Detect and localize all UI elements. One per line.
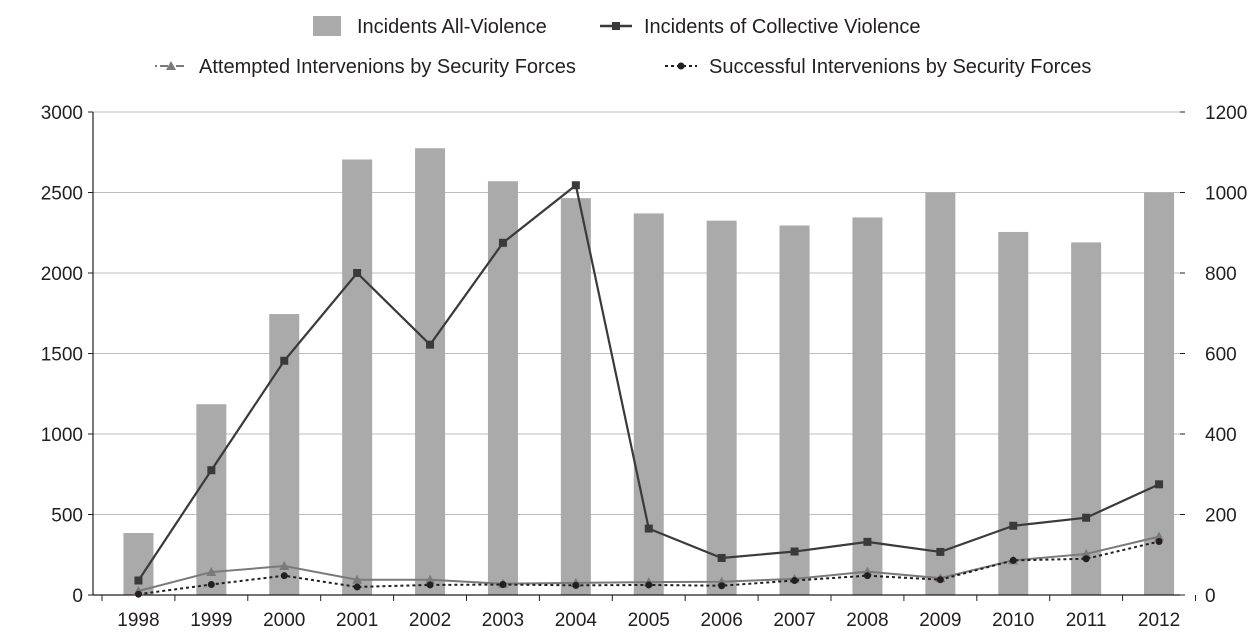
legend-label: Attempted Intervenions by Security Force… — [199, 56, 576, 78]
line-marker — [1009, 521, 1018, 530]
line-marker — [791, 577, 799, 585]
line-marker — [353, 583, 361, 591]
legend-item: Successful Intervenions by Security Forc… — [665, 56, 1091, 78]
line-marker — [863, 537, 872, 546]
bar — [196, 404, 227, 595]
left-tick-label: 1500 — [41, 345, 83, 366]
legend-marker — [677, 62, 685, 70]
line-marker — [1081, 548, 1092, 558]
bar — [852, 217, 883, 595]
line-marker — [717, 553, 726, 562]
axes — [88, 111, 1196, 601]
line-marker — [352, 574, 363, 584]
bar — [925, 192, 956, 595]
line-marker — [134, 576, 143, 585]
line-marker — [1155, 480, 1164, 489]
x-tick-label: 2001 — [336, 610, 378, 631]
bar — [487, 181, 518, 596]
x-tick-label: 2012 — [1138, 610, 1180, 631]
line-series — [133, 181, 1165, 598]
bar — [1144, 192, 1175, 595]
bar — [706, 220, 737, 596]
line-marker — [936, 576, 944, 584]
line-marker — [644, 524, 653, 533]
legend-marker — [612, 22, 620, 30]
x-tick-label: 2003 — [482, 610, 524, 631]
line-marker — [207, 581, 215, 589]
x-tick-label: 2011 — [1066, 610, 1107, 631]
right-tick-label: 1000 — [1205, 184, 1247, 205]
x-tick-label: 2009 — [919, 610, 961, 631]
left-tick-label: 500 — [51, 506, 83, 527]
legend-label: Incidents of Collective Violence — [644, 16, 920, 38]
line-marker — [207, 466, 216, 475]
line-marker — [1082, 513, 1091, 522]
bar — [998, 231, 1029, 595]
bar — [342, 159, 373, 595]
line-marker — [718, 582, 726, 590]
x-tick-label: 1999 — [190, 610, 232, 631]
x-tick-label: 2004 — [555, 610, 598, 631]
x-tick-label: 2008 — [846, 610, 888, 631]
line-marker — [1082, 555, 1090, 563]
right-axis-ticks: 0 200 400 600 800 1000 1200 — [1205, 103, 1247, 607]
line-marker — [499, 581, 507, 589]
left-axis-ticks: 0 500 1000 1500 2000 2500 3000 — [41, 103, 83, 607]
left-tick-label: 2000 — [41, 264, 83, 285]
right-tick-label: 600 — [1205, 345, 1237, 366]
line-marker — [790, 547, 799, 556]
line-marker — [1154, 531, 1165, 541]
line-marker — [1009, 556, 1017, 564]
legend-item: Incidents of Collective Violence — [600, 16, 920, 38]
legend-swatch — [313, 16, 341, 36]
x-tick-label: 2002 — [409, 610, 451, 631]
x-tick-label: 2006 — [701, 610, 743, 631]
legend-marker — [166, 61, 176, 70]
line-marker — [206, 567, 217, 577]
line-marker — [279, 561, 290, 571]
x-tick-label: 2010 — [992, 610, 1034, 631]
bar — [1071, 242, 1102, 595]
legend-item: Incidents All-Violence — [313, 16, 547, 38]
line-marker — [498, 238, 507, 247]
line-marker — [936, 547, 945, 556]
legend-label: Incidents All-Violence — [357, 16, 547, 38]
bar — [269, 314, 300, 595]
left-tick-label: 3000 — [41, 103, 83, 124]
bar — [633, 213, 664, 595]
x-tick-label: 1998 — [117, 610, 159, 631]
right-tick-label: 0 — [1205, 586, 1216, 607]
left-tick-label: 1000 — [41, 425, 83, 446]
bar-series — [123, 148, 1175, 596]
line-marker — [134, 590, 142, 598]
legend-item: Attempted Intervenions by Security Force… — [155, 56, 576, 78]
bar — [415, 148, 446, 595]
line-marker — [425, 574, 436, 584]
left-tick-label: 0 — [72, 586, 83, 607]
bar — [560, 198, 591, 595]
x-tick-label: 2000 — [263, 610, 305, 631]
x-axis-ticks: 1998 1999 2000 2001 2002 2003 2004 2005 2006 2007… — [117, 610, 1180, 631]
line-marker — [280, 356, 289, 365]
line-marker — [426, 340, 435, 349]
legend-label: Successful Intervenions by Security Forc… — [709, 56, 1091, 78]
x-tick-label: 2005 — [628, 610, 670, 631]
line-marker — [353, 269, 362, 277]
legend: Incidents All-Violence Incidents of Colle… — [155, 16, 1091, 78]
left-tick-label: 2500 — [41, 184, 83, 205]
line-marker — [280, 572, 288, 580]
right-tick-label: 200 — [1205, 506, 1237, 527]
right-tick-label: 400 — [1205, 425, 1237, 446]
x-tick-label: 2007 — [773, 610, 815, 631]
right-tick-label: 800 — [1205, 264, 1237, 285]
line-marker — [1155, 537, 1163, 545]
line-marker — [571, 181, 580, 190]
line-marker — [863, 572, 871, 580]
line-marker — [645, 581, 653, 589]
line-marker — [426, 581, 434, 589]
line-marker — [572, 581, 580, 589]
right-tick-label: 1200 — [1205, 103, 1247, 124]
bar — [779, 225, 810, 595]
